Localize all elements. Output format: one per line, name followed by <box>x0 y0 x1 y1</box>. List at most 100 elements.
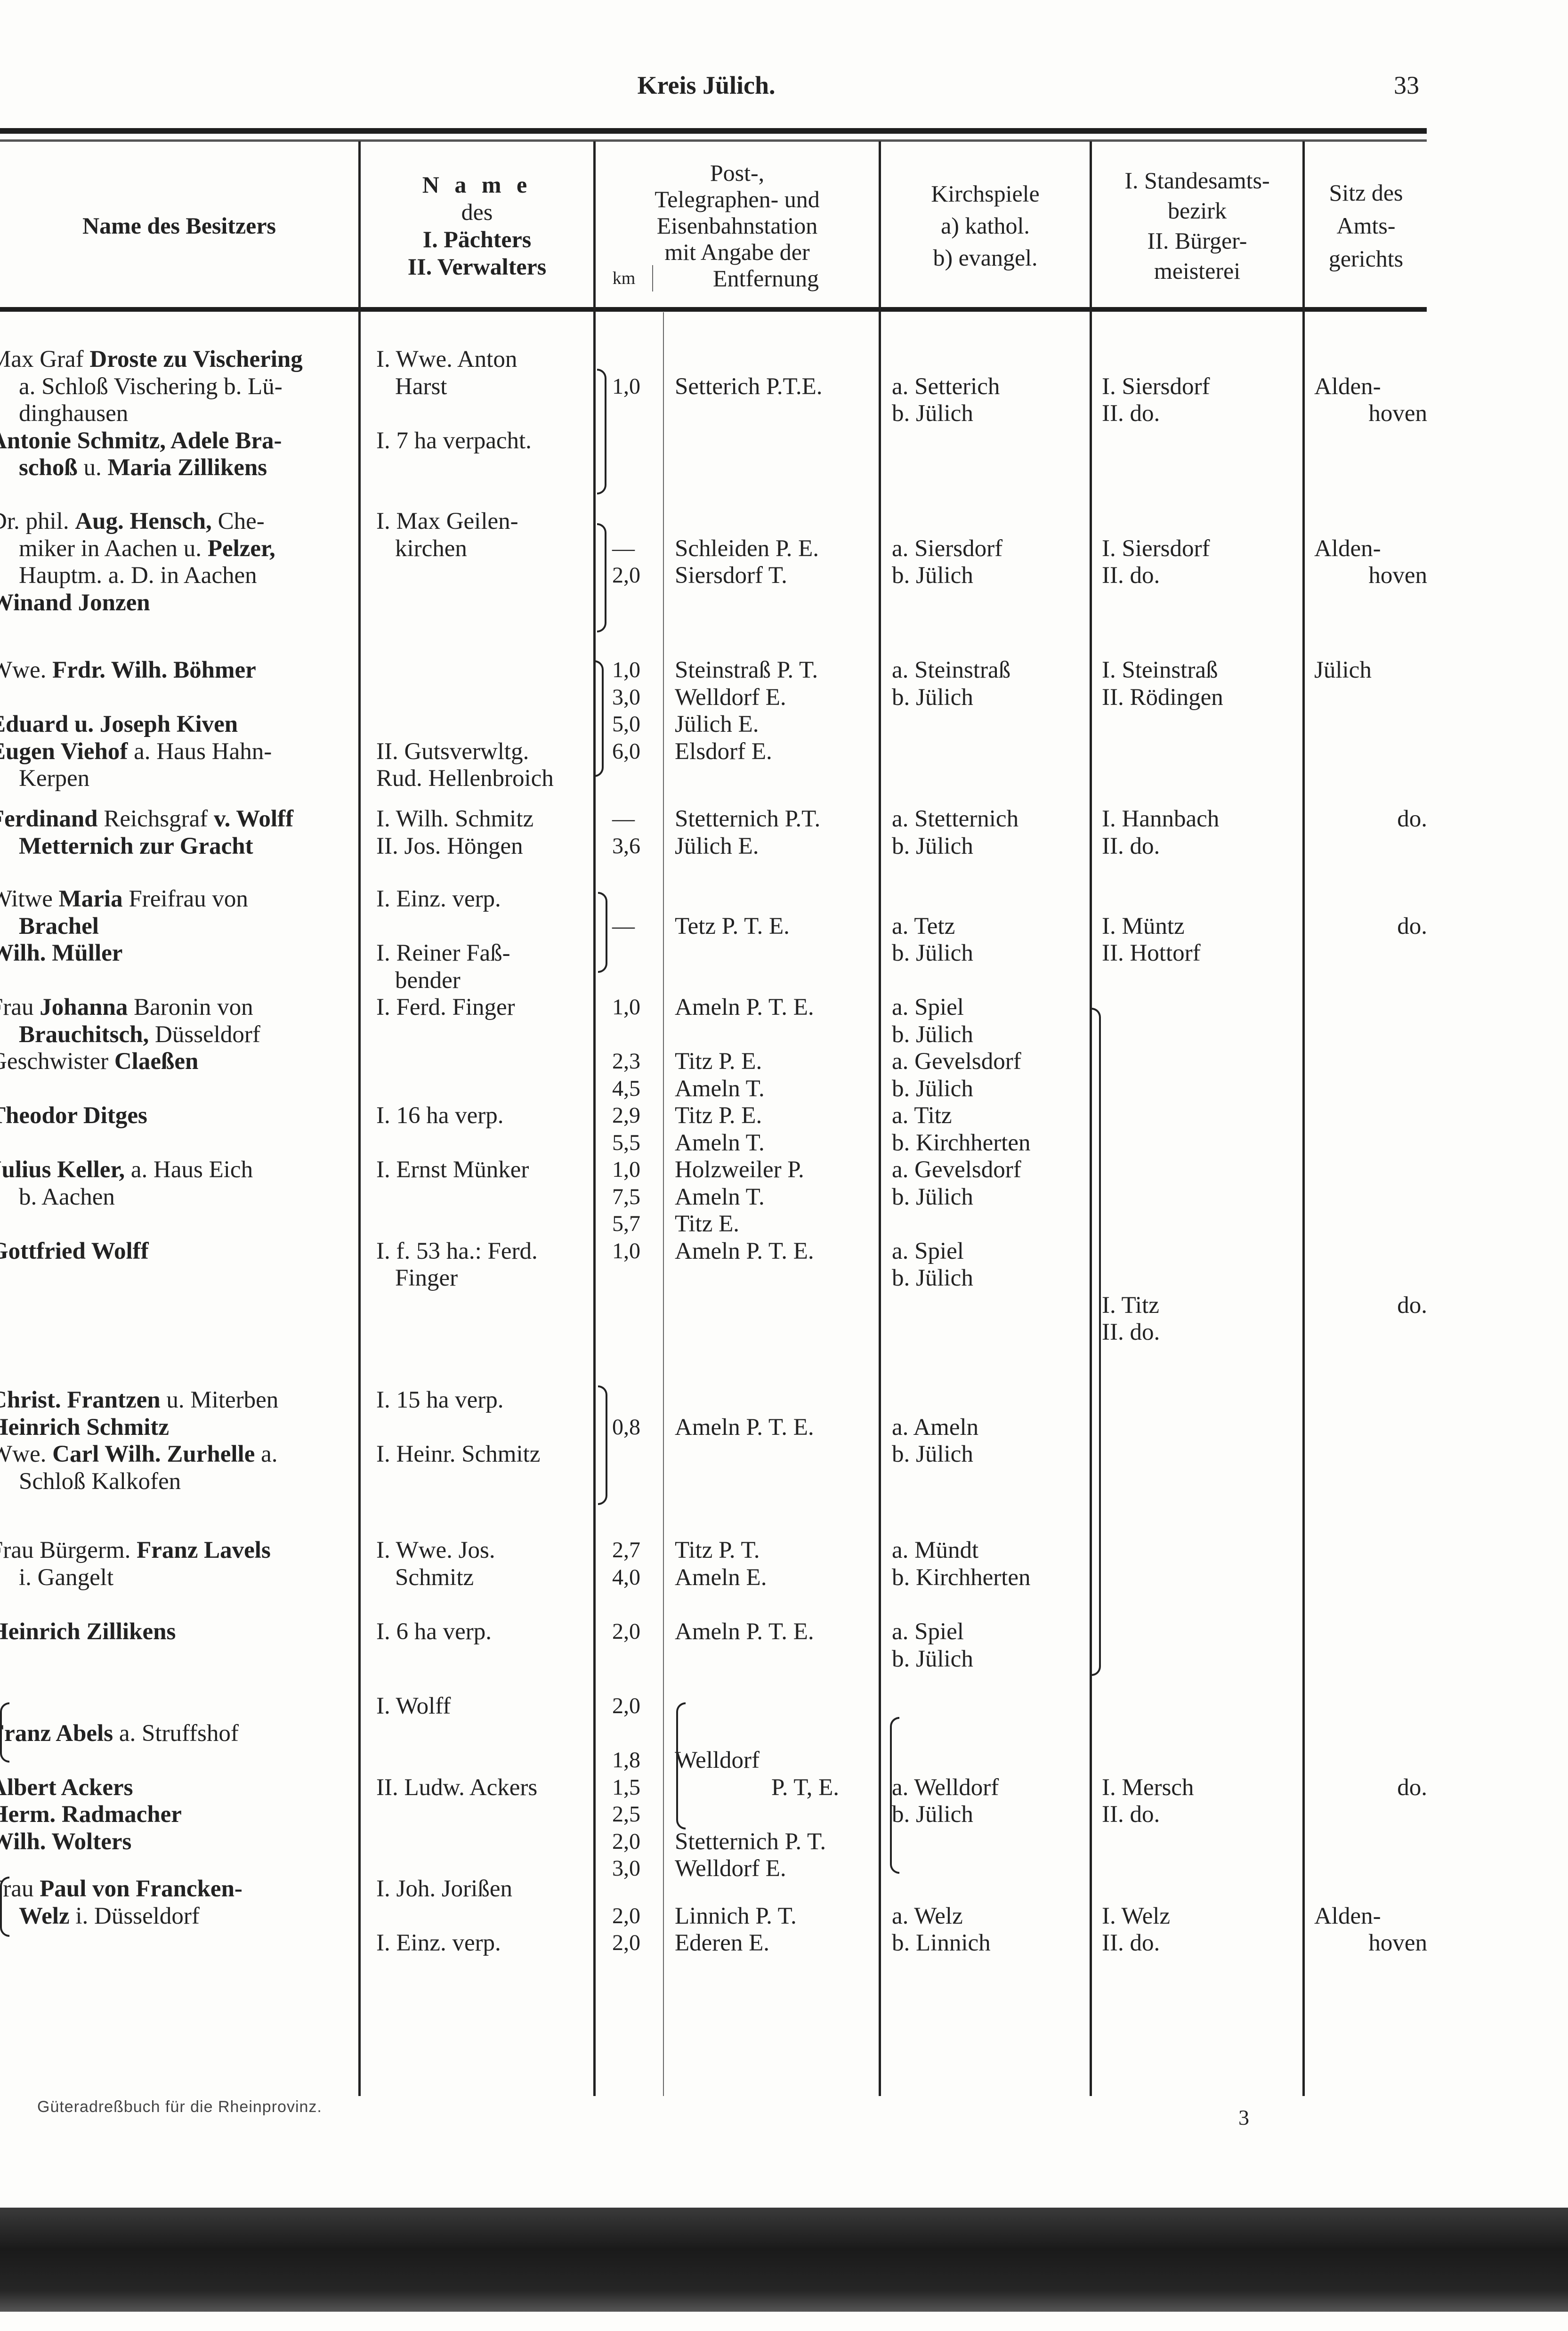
owner-line: Albert Ackers <box>0 1774 133 1801</box>
court-line: do. <box>1397 913 1427 939</box>
bracket-icon <box>594 660 604 777</box>
owner-line: Christ. Frantzen u. Miterben <box>0 1386 278 1414</box>
owner-line: Winand Jonzen <box>0 589 150 616</box>
owner-name: Welz <box>19 1902 70 1929</box>
station-line: Titz P. T. <box>675 1537 760 1563</box>
court-line: Alden- <box>1314 1902 1381 1929</box>
tenant-line: Rud. Hellenbroich <box>376 765 554 792</box>
station-line: Elsdorf E. <box>675 738 772 765</box>
owner-text: Max <box>0 346 34 372</box>
owner-line: a. Schloß Vischering b. Lü- <box>19 373 283 400</box>
owner-name: Christ. Frantzen <box>0 1387 161 1413</box>
parish-line: a. Gevelsdorf <box>892 1048 1021 1075</box>
parish-line: b. Jülich <box>892 1441 973 1467</box>
owner-name: v. Wolff <box>213 806 294 832</box>
owner-name: Aug. Hensch, <box>75 508 212 534</box>
registry-line: II. Rödingen <box>1102 684 1223 711</box>
owner-name: Eugen Viehof <box>0 738 128 765</box>
header-registry-line: II. Bürger- <box>1147 227 1247 254</box>
station-line: P. T, E. <box>771 1774 840 1801</box>
km-distance: 5,7 <box>612 1211 640 1236</box>
tenant-line: I. Heinr. Schmitz <box>376 1441 541 1467</box>
owner-text: Baronin von <box>128 994 253 1020</box>
owner-line: Heinrich Zillikens <box>0 1618 176 1645</box>
tenant-line: I. Einz. verp. <box>376 886 501 912</box>
km-distance: 4,5 <box>612 1076 640 1101</box>
parish-line: b. Jülich <box>892 1075 973 1102</box>
owner-name: Maria Zillikens <box>107 454 267 481</box>
owner-text: Wwe. <box>0 1441 47 1467</box>
owner-text: u. <box>77 454 108 481</box>
station-line: Titz P. E. <box>675 1048 762 1075</box>
column-rule <box>358 141 361 2096</box>
km-distance: — <box>612 806 635 831</box>
owner-name: Brachel <box>19 913 99 939</box>
station-line: Titz E. <box>675 1211 739 1237</box>
km-distance: 4,0 <box>612 1564 640 1590</box>
court-line: Alden- <box>1314 535 1381 562</box>
header-parish-line: a) kathol. <box>941 212 1030 239</box>
header-bottom-rule <box>0 307 1427 312</box>
owner-line: Hauptm. a. D. in Aachen <box>19 562 257 589</box>
parish-line: b. Jülich <box>892 1645 973 1672</box>
tenant-line: II. Ludw. Ackers <box>376 1774 538 1801</box>
court-line: hoven <box>1368 400 1427 427</box>
station-line: Siersdorf T. <box>675 562 787 589</box>
owner-text: Düsseldorf <box>149 1021 260 1048</box>
station-line: Jülich E. <box>675 833 759 859</box>
owner-name: Gottfried Wolff <box>0 1238 149 1264</box>
owner-text: Witwe <box>0 886 53 912</box>
owner-text: Wwe. <box>0 657 47 683</box>
owner-name: Eduard u. Joseph Kiven <box>0 711 238 737</box>
owner-line: Brachel <box>19 913 99 940</box>
court-line: do. <box>1397 806 1427 832</box>
tenant-line: I. Joh. Jorißen <box>376 1876 512 1902</box>
court-line: do. <box>1397 1774 1427 1801</box>
owner-name: Heinrich Zillikens <box>0 1619 176 1645</box>
km-distance: 5,5 <box>612 1130 640 1155</box>
owner-line: Frau Johanna Baronin von <box>0 994 253 1021</box>
header-registry-line: meisterei <box>1154 257 1241 284</box>
km-distance: 2,0 <box>612 1930 640 1955</box>
km-distance: 6,0 <box>612 738 640 764</box>
registry-line: I. Siersdorf <box>1102 535 1210 562</box>
owner-name: Franz Lavels <box>137 1537 271 1563</box>
owner-text: Hauptm. a. D. in Aachen <box>19 562 257 589</box>
header-station-line: mit Angabe der <box>664 238 810 265</box>
km-distance: 2,9 <box>612 1103 640 1128</box>
owner-line: Wwe. Frdr. Wilh. Böhmer <box>0 656 256 684</box>
owner-text: a. <box>255 1441 278 1467</box>
owner-text: Dr. phil. <box>0 508 69 534</box>
owner-text: Kerpen <box>19 765 90 792</box>
parish-line: b. Jülich <box>892 562 973 589</box>
owner-name: Julius Keller, <box>0 1157 125 1183</box>
parish-line: b. Jülich <box>892 940 973 966</box>
owner-name: Albert Ackers <box>0 1774 133 1801</box>
owner-name: Maria <box>58 886 123 912</box>
km-distance: — <box>612 913 635 939</box>
registry-line: I. Welz <box>1102 1902 1171 1929</box>
owner-name: Heinrich Schmitz <box>0 1414 170 1441</box>
parish-line: b. Kirchherten <box>892 1564 1031 1591</box>
owner-text: Reichsgraf <box>97 806 214 832</box>
header-court-line: Sitz des <box>1329 179 1403 206</box>
station-line: Stetternich P. T. <box>675 1828 826 1855</box>
parish-line: a. Gevelsdorf <box>892 1157 1021 1183</box>
owner-text: i. Gangelt <box>19 1564 114 1591</box>
owner-line: Schloß Kalkofen <box>19 1468 181 1495</box>
station-line: Ameln T. <box>675 1183 765 1210</box>
registry-line: II. do. <box>1102 400 1160 427</box>
km-distance: 2,7 <box>612 1538 640 1562</box>
owner-name: Paul von Francken- <box>40 1876 242 1902</box>
owner-line: dinghausen <box>19 400 128 427</box>
top-rule-thin <box>0 139 1427 142</box>
tenant-line: I. Wilh. Schmitz <box>376 806 534 832</box>
parish-line: a. Siersdorf <box>892 535 1003 562</box>
header-tenant: N a m e des I. Pächters II. Verwalters <box>361 141 593 309</box>
court-line: hoven <box>1368 562 1427 589</box>
owner-line: schoß u. Maria Zillikens <box>19 454 267 481</box>
parish-line: b. Jülich <box>892 1801 973 1828</box>
header-parish-line: Kirchspiele <box>931 180 1040 207</box>
owner-name: Herm. Radmacher <box>0 1801 182 1828</box>
km-distance: 1,0 <box>612 373 640 399</box>
